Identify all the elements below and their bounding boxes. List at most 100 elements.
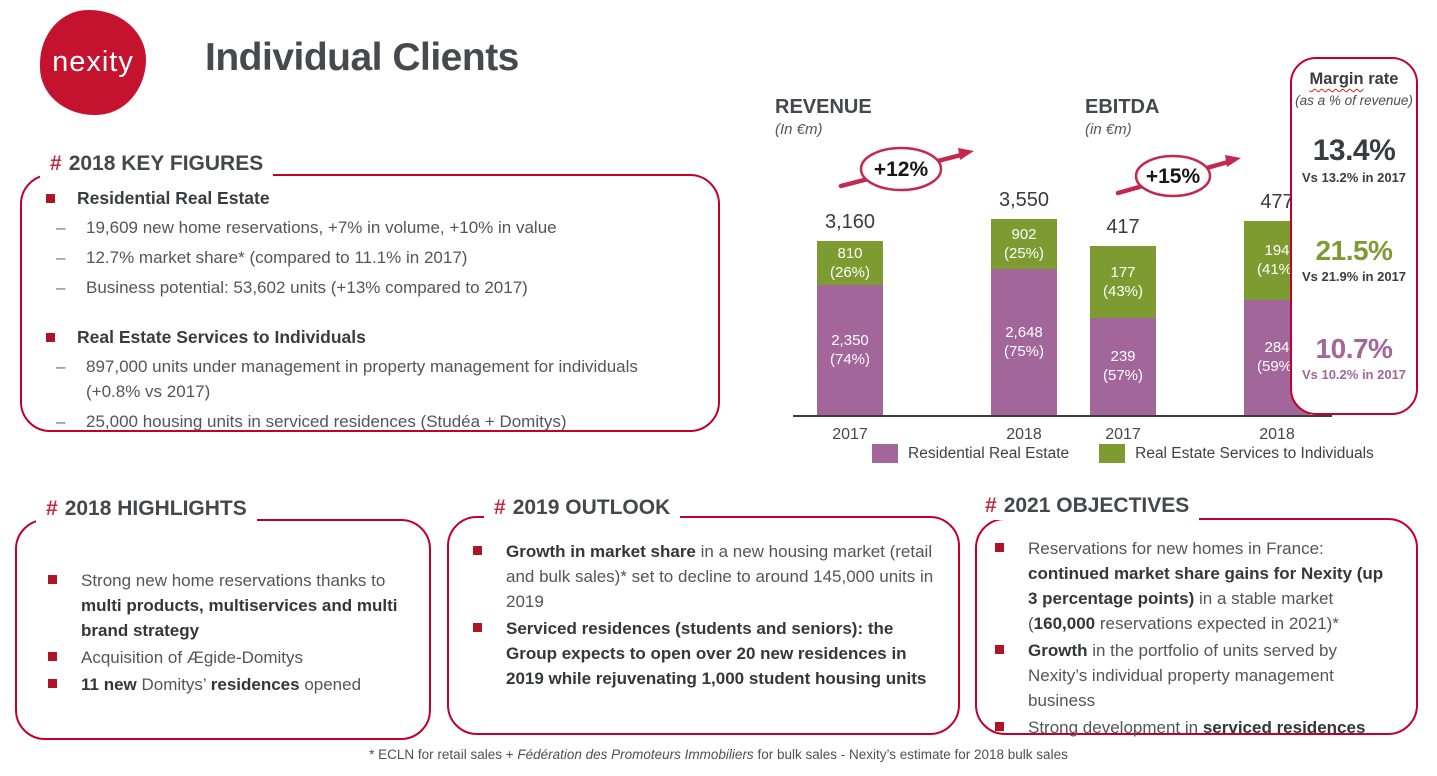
legend-item-services: Real Estate Services to Individuals — [1099, 444, 1374, 463]
list-item: Reservations for new homes in France: co… — [995, 536, 1397, 636]
segment-label: 810 — [837, 244, 863, 262]
bullet-square-icon — [48, 652, 57, 661]
bullet-square-icon — [995, 722, 1004, 731]
growth-ellipse-icon — [859, 146, 943, 192]
revenue-growth-badge: +12% — [838, 146, 974, 192]
bar-stack: 902 (25%) 2,648 (75%) 3,550 — [991, 189, 1057, 415]
bar-stack: 810 (26%) 2,350 (74%) 3,160 — [817, 211, 883, 415]
group-title-services: Real Estate Services to Individuals — [46, 327, 686, 348]
highlights-heading: #2018 HIGHLIGHTS — [36, 495, 257, 523]
bullet-square-icon — [48, 679, 57, 688]
segment-label: 902 — [1011, 225, 1037, 243]
segment-label: (43%) — [1102, 283, 1143, 301]
hash-icon: # — [50, 152, 62, 175]
highlights-panel — [15, 519, 431, 740]
key-figures-heading-text: 2018 KEY FIGURES — [68, 152, 264, 175]
list-item: Growth in market share in a new housing … — [473, 539, 935, 614]
segment-label: 284 — [1264, 339, 1290, 357]
bar-stack: 177 (43%) 239 (57%) 417 — [1090, 216, 1156, 415]
segment-label: (26%) — [829, 263, 870, 281]
bar-segment: 2,648 (75%) — [991, 268, 1057, 415]
revenue-title: REVENUE — [775, 96, 872, 118]
ebitda-growth-badge: +15% — [1115, 154, 1241, 198]
list-item: – Business potential: 53,602 units (+13% … — [46, 275, 686, 300]
bar-segment: 2,350 (74%) — [817, 285, 883, 415]
objectives-heading: #2021 OBJECTIVES — [975, 492, 1200, 520]
growth-ellipse-icon — [1134, 154, 1212, 198]
segment-label: (59%) — [1256, 358, 1297, 376]
list-item: Serviced residences (students and senior… — [473, 616, 935, 691]
purple-swatch-icon — [872, 444, 898, 463]
services-items: –897,000 units under management in prope… — [46, 354, 686, 434]
segment-label: 239 — [1110, 348, 1136, 366]
bullet-square-icon — [473, 546, 482, 555]
bar-segment: 810 (26%) — [817, 240, 883, 286]
segment-label: (57%) — [1102, 367, 1143, 385]
list-item: –25,000 housing units in serviced reside… — [46, 409, 686, 434]
margin-rate-title: Margin rate — [1309, 70, 1399, 88]
dash-icon: – — [56, 412, 66, 431]
key-figures-body: Residential Real Estate –19,609 new home… — [46, 188, 686, 439]
dash-icon: – — [56, 278, 66, 297]
bar-segment: 177 (43%) — [1090, 246, 1156, 318]
segment-label: (25%) — [1003, 244, 1044, 262]
objectives-panel — [975, 518, 1418, 735]
list-item: –897,000 units under management in prope… — [46, 354, 686, 404]
bar-revenue-2017: 810 (26%) 2,350 (74%) 3,160 2017 — [817, 211, 883, 443]
growth-arrowhead-icon — [958, 148, 974, 160]
list-item: 11 new Domitys’ residences opened — [48, 672, 398, 697]
segment-label: 2,648 — [1005, 323, 1043, 341]
margin-entry-total: 13.4% Vs 13.2% in 2017 — [1301, 134, 1407, 185]
bar-segment: 902 (25%) — [991, 219, 1057, 269]
segment-label: (41%) — [1256, 261, 1297, 279]
ebitda-subtitle: (in €m) — [1085, 121, 1132, 138]
highlights-list: Strong new home reservations thanks to m… — [48, 568, 398, 699]
year-label: 2017 — [1105, 426, 1141, 443]
chart-legend: Residential Real Estate Real Estate Serv… — [872, 444, 1374, 463]
hash-icon: # — [985, 494, 997, 517]
total-label: 477 — [1260, 191, 1294, 213]
revenue-subtitle: (In €m) — [775, 121, 823, 138]
key-figures-panel — [20, 174, 720, 432]
bar-ebitda-2017: 177 (43%) 239 (57%) 417 2017 — [1090, 216, 1156, 443]
margin-entry-residential: 10.7% Vs 10.2% in 2017 — [1301, 333, 1407, 382]
list-item: Strong new home reservations thanks to m… — [48, 568, 398, 643]
bullet-square-icon — [46, 333, 55, 342]
segment-label: 177 — [1110, 264, 1136, 282]
dash-icon: – — [56, 248, 66, 267]
bar-revenue-2018: 902 (25%) 2,648 (75%) 3,550 2018 — [991, 189, 1057, 443]
nexity-logo-icon: nexity — [40, 10, 146, 115]
green-swatch-icon — [1099, 444, 1126, 463]
list-item: Acquisition of Ægide-Domitys — [48, 645, 398, 670]
bar-segment: 239 (57%) — [1090, 318, 1156, 415]
outlook-panel — [447, 516, 960, 735]
segment-label: (75%) — [1003, 342, 1044, 360]
segment-label: 2,350 — [831, 332, 869, 350]
logo-text: nexity — [52, 46, 134, 78]
hash-icon: # — [494, 496, 506, 519]
bullet-square-icon — [473, 623, 482, 632]
growth-arrowhead-icon — [1225, 155, 1241, 167]
list-item: Strong development in serviced residence… — [995, 715, 1397, 740]
margin-entry-services: 21.5% Vs 21.9% in 2017 — [1301, 235, 1407, 284]
page-title: Individual Clients — [205, 36, 519, 79]
dash-icon: – — [56, 357, 66, 376]
group-title-residential: Residential Real Estate — [46, 188, 686, 209]
bullet-square-icon — [48, 575, 57, 584]
outlook-heading: #2019 OUTLOOK — [484, 494, 681, 522]
year-label: 2017 — [832, 426, 868, 443]
total-label: 417 — [1106, 216, 1140, 239]
dash-icon: – — [56, 218, 66, 237]
margin-rate-panel: Margin rate (as a % of revenue) 13.4% Vs… — [1290, 57, 1418, 415]
revenue-growth-label: +12% — [874, 158, 929, 181]
ebitda-growth-label: +15% — [1146, 165, 1201, 188]
hash-icon: # — [46, 497, 58, 520]
revenue-title-block: REVENUE (In €m) — [775, 96, 872, 138]
year-label: 2018 — [1259, 426, 1295, 443]
ebitda-title-block: EBITDA (in €m) — [1085, 96, 1159, 138]
footnote: * ECLN for retail sales + Fédération des… — [369, 747, 1068, 762]
total-label: 3,550 — [998, 189, 1050, 211]
residential-items: –19,609 new home reservations, +7% in vo… — [46, 215, 686, 300]
ebitda-title: EBITDA — [1085, 96, 1160, 118]
